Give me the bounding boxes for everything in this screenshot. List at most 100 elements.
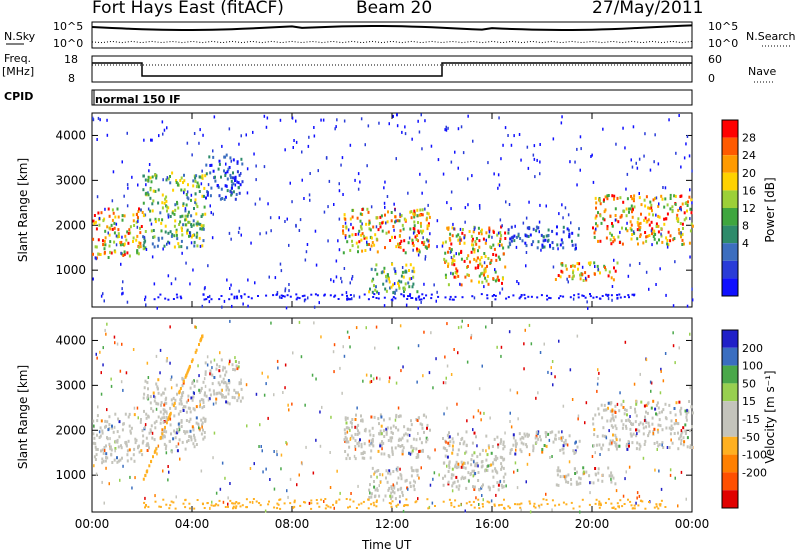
- power-cell: [423, 282, 425, 286]
- velocity-cell: [194, 350, 197, 354]
- power-cell: [527, 235, 530, 238]
- velocity-cell: [638, 423, 641, 427]
- power-cell: [188, 234, 190, 238]
- power-cell: [562, 225, 565, 229]
- power-cell: [92, 252, 94, 256]
- power-cell: [226, 170, 229, 174]
- velocity-cell: [169, 411, 172, 415]
- velocity-cell: [462, 465, 465, 469]
- velocity-cell: [94, 442, 97, 446]
- velocity-cell: [169, 417, 172, 421]
- velocity-cell: [373, 504, 376, 507]
- power-cell: [133, 224, 136, 227]
- power-cell: [669, 193, 672, 197]
- power-cell: [268, 275, 270, 279]
- power-cell: [548, 296, 551, 299]
- velocity-cell: [117, 445, 120, 449]
- velocity-cell: [482, 498, 484, 502]
- power-cell: [630, 237, 633, 241]
- velocity-cell: [640, 400, 643, 404]
- power-cell: [589, 295, 592, 298]
- power-cell: [559, 243, 562, 247]
- velocity-cell: [468, 500, 471, 503]
- velocity-cell: [146, 442, 149, 446]
- power-cell: [429, 232, 431, 236]
- power-cell: [194, 200, 197, 204]
- velocity-cell: [206, 502, 209, 504]
- power-cell: [121, 292, 123, 296]
- velocity-cell: [686, 436, 689, 440]
- velocity-cell: [107, 428, 110, 432]
- velocity-cell: [349, 345, 351, 349]
- power-cell: [103, 299, 105, 303]
- velocity-cell: [532, 449, 535, 453]
- velocity-cell: [249, 467, 252, 470]
- power-cell: [682, 242, 685, 246]
- power-cell: [196, 181, 199, 185]
- power-cell: [137, 210, 140, 213]
- power-cell: [196, 233, 199, 237]
- power-cell: [394, 215, 397, 219]
- velocity-cell: [181, 440, 184, 444]
- velocity-cell: [592, 422, 595, 426]
- velocity-cell: [382, 429, 385, 433]
- velocity-cell: [239, 505, 242, 508]
- velocity-cell: [344, 450, 347, 453]
- velocity-cell: [168, 507, 171, 510]
- power-cell: [587, 306, 589, 310]
- power-cell: [610, 294, 613, 297]
- velocity-cell: [650, 406, 653, 410]
- power-cell: [201, 227, 204, 231]
- station-title: Fort Hays East (fitACF): [92, 0, 284, 18]
- velocity-cell: [473, 506, 476, 509]
- velocity-cell: [539, 438, 542, 442]
- velocity-cell: [161, 428, 164, 432]
- velocity-cell: [661, 410, 663, 414]
- power-cell: [533, 157, 536, 161]
- power-cell: [142, 247, 145, 251]
- velocity-cell: [151, 436, 154, 440]
- velocity-cell: [658, 411, 661, 415]
- power-cell: [402, 248, 405, 252]
- power-cell: [539, 172, 541, 176]
- velocity-cell: [605, 436, 608, 440]
- power-cell: [510, 225, 513, 229]
- power-cell: [666, 203, 669, 207]
- velocity-cell: [365, 373, 368, 377]
- power-cell: [382, 282, 385, 286]
- power-cell: [374, 268, 377, 272]
- velocity-cell: [224, 381, 227, 384]
- power-cell: [625, 187, 627, 191]
- velocity-cell: [165, 415, 168, 419]
- power-cell: [507, 296, 510, 299]
- power-cell: [392, 114, 394, 118]
- power-colorbar-tick: 4: [742, 237, 749, 250]
- power-cell: [451, 261, 454, 265]
- power-cell: [92, 277, 94, 281]
- power-cell: [542, 239, 545, 243]
- velocity-cell: [585, 401, 588, 405]
- power-cell: [671, 210, 674, 214]
- power-cell: [239, 183, 242, 187]
- power-cell: [99, 118, 101, 122]
- power-cell: [477, 226, 480, 230]
- power-cell: [322, 118, 325, 122]
- power-cell: [644, 216, 647, 220]
- power-cell: [92, 219, 95, 223]
- velocity-cell: [581, 498, 584, 501]
- velocity-cell: [155, 447, 158, 451]
- velocity-cell: [213, 358, 216, 362]
- velocity-cell: [451, 451, 454, 455]
- velocity-cell: [502, 458, 505, 462]
- power-cell: [600, 221, 603, 225]
- velocity-cell: [161, 416, 164, 420]
- velocity-cell: [165, 421, 168, 425]
- power-cell: [194, 192, 197, 196]
- power-cell: [691, 169, 693, 173]
- velocity-cell: [447, 441, 450, 445]
- power-cell: [672, 238, 675, 242]
- velocity-cell: [626, 413, 628, 417]
- velocity-cell: [477, 464, 479, 468]
- velocity-cell: [376, 488, 379, 492]
- velocity-cell: [235, 505, 238, 508]
